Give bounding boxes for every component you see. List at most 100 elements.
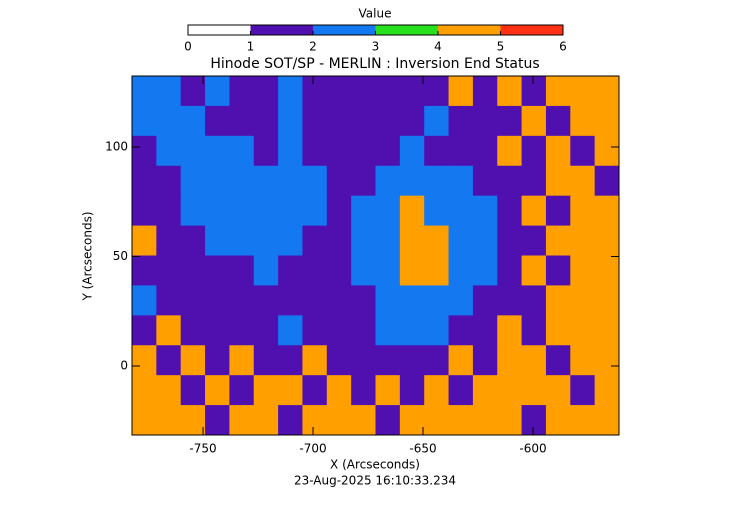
heatmap-cell: [132, 225, 157, 256]
heatmap-cell: [180, 135, 206, 167]
heatmap-cell: [399, 105, 425, 137]
heatmap-cell: [448, 225, 474, 256]
heatmap-cell: [594, 105, 620, 137]
heatmap-cell: [570, 345, 596, 376]
heatmap-cell: [302, 345, 328, 376]
heatmap-cell: [253, 76, 279, 107]
heatmap-cell: [132, 105, 157, 137]
heatmap-cell: [424, 165, 450, 197]
heatmap-cell: [497, 165, 523, 197]
heatmap-cell: [132, 135, 157, 167]
heatmap-cell: [253, 345, 279, 376]
heatmap-cell: [472, 105, 498, 137]
heatmap-cell: [521, 195, 547, 227]
heatmap-cell: [132, 375, 157, 406]
heatmap-cell: [326, 255, 352, 286]
heatmap-cell: [594, 285, 620, 316]
heatmap-cell: [351, 76, 376, 107]
heatmap-cell: [229, 76, 255, 107]
heatmap-cell: [278, 135, 303, 167]
heatmap-cell: [521, 315, 547, 346]
heatmap-cell: [253, 195, 279, 227]
heatmap-cell: [521, 345, 547, 376]
heatmap-cell: [156, 345, 182, 376]
heatmap-cell: [278, 315, 303, 346]
footer-date: 23-Aug-2025 16:10:33.234: [294, 474, 456, 488]
heatmap-cell: [399, 345, 425, 376]
heatmap-cell: [448, 285, 474, 316]
heatmap-cell: [278, 255, 303, 286]
heatmap-cell: [448, 255, 474, 286]
heatmap-cell: [205, 76, 230, 107]
heatmap-cell: [326, 165, 352, 197]
heatmap-cell: [375, 165, 401, 197]
heatmap-cell: [570, 225, 596, 256]
heatmap-cell: [497, 76, 523, 107]
heatmap-cell: [132, 345, 157, 376]
heatmap-cell: [497, 405, 523, 436]
heatmap-cell: [521, 285, 547, 316]
heatmap-cell: [132, 285, 157, 316]
heatmap-cell: [375, 135, 401, 167]
heatmap-cell: [302, 165, 328, 197]
heatmap-cell: [229, 165, 255, 197]
heatmap-cell: [545, 76, 571, 107]
heatmap-cell: [399, 315, 425, 346]
heatmap-cell: [229, 375, 255, 406]
heatmap-cell: [156, 76, 182, 107]
heatmap-cell: [132, 405, 157, 436]
heatmap-cell: [472, 135, 498, 167]
heatmap-cell: [399, 225, 425, 256]
heatmap-cell: [132, 195, 157, 227]
heatmap-cell: [399, 195, 425, 227]
heatmap-cell: [302, 135, 328, 167]
heatmap-cell: [180, 255, 206, 286]
heatmap-cell: [472, 225, 498, 256]
colorbar-swatch: [250, 25, 313, 35]
heatmap-cell: [180, 225, 206, 256]
heatmap-cell: [302, 195, 328, 227]
heatmap-cell: [278, 195, 303, 227]
heatmap-cell: [497, 285, 523, 316]
heatmap-cell: [156, 195, 182, 227]
colorbar-swatch: [500, 25, 563, 35]
heatmap-cell: [424, 225, 450, 256]
heatmap-cell: [326, 225, 352, 256]
heatmap-cell: [351, 255, 376, 286]
heatmap-cell: [448, 345, 474, 376]
heatmap-cell: [424, 195, 450, 227]
heatmap-cell: [351, 105, 376, 137]
heatmap-cell: [375, 285, 401, 316]
heatmap-cell: [497, 315, 523, 346]
heatmap-cell: [570, 105, 596, 137]
heatmap-cell: [472, 195, 498, 227]
heatmap-cell: [594, 225, 620, 256]
heatmap-cell: [205, 405, 230, 436]
heatmap-cell: [180, 195, 206, 227]
x-tick-label: -700: [299, 442, 326, 456]
heatmap-cell: [351, 375, 376, 406]
heatmap-cell: [472, 405, 498, 436]
x-axis-label: X (Arcseconds): [330, 458, 420, 472]
heatmap-cell: [497, 255, 523, 286]
x-tick-label: -650: [409, 442, 436, 456]
heatmap-cell: [399, 165, 425, 197]
heatmap-cell: [229, 285, 255, 316]
heatmap-cell: [205, 225, 230, 256]
heatmap-cell: [132, 165, 157, 197]
colorbar-title: Value: [359, 7, 392, 21]
heatmap-cell: [497, 135, 523, 167]
heatmap-cell: [497, 375, 523, 406]
heatmap-cell: [570, 135, 596, 167]
heatmap-cell: [180, 285, 206, 316]
heatmap-cell: [594, 345, 620, 376]
heatmap-cell: [472, 255, 498, 286]
colorbar-tick-label: 4: [434, 40, 442, 54]
heatmap-cell: [570, 76, 596, 107]
heatmap-cell: [545, 315, 571, 346]
heatmap-cell: [594, 315, 620, 346]
heatmap-cell: [399, 76, 425, 107]
heatmap-cell: [545, 135, 571, 167]
heatmap-cell: [180, 76, 206, 107]
